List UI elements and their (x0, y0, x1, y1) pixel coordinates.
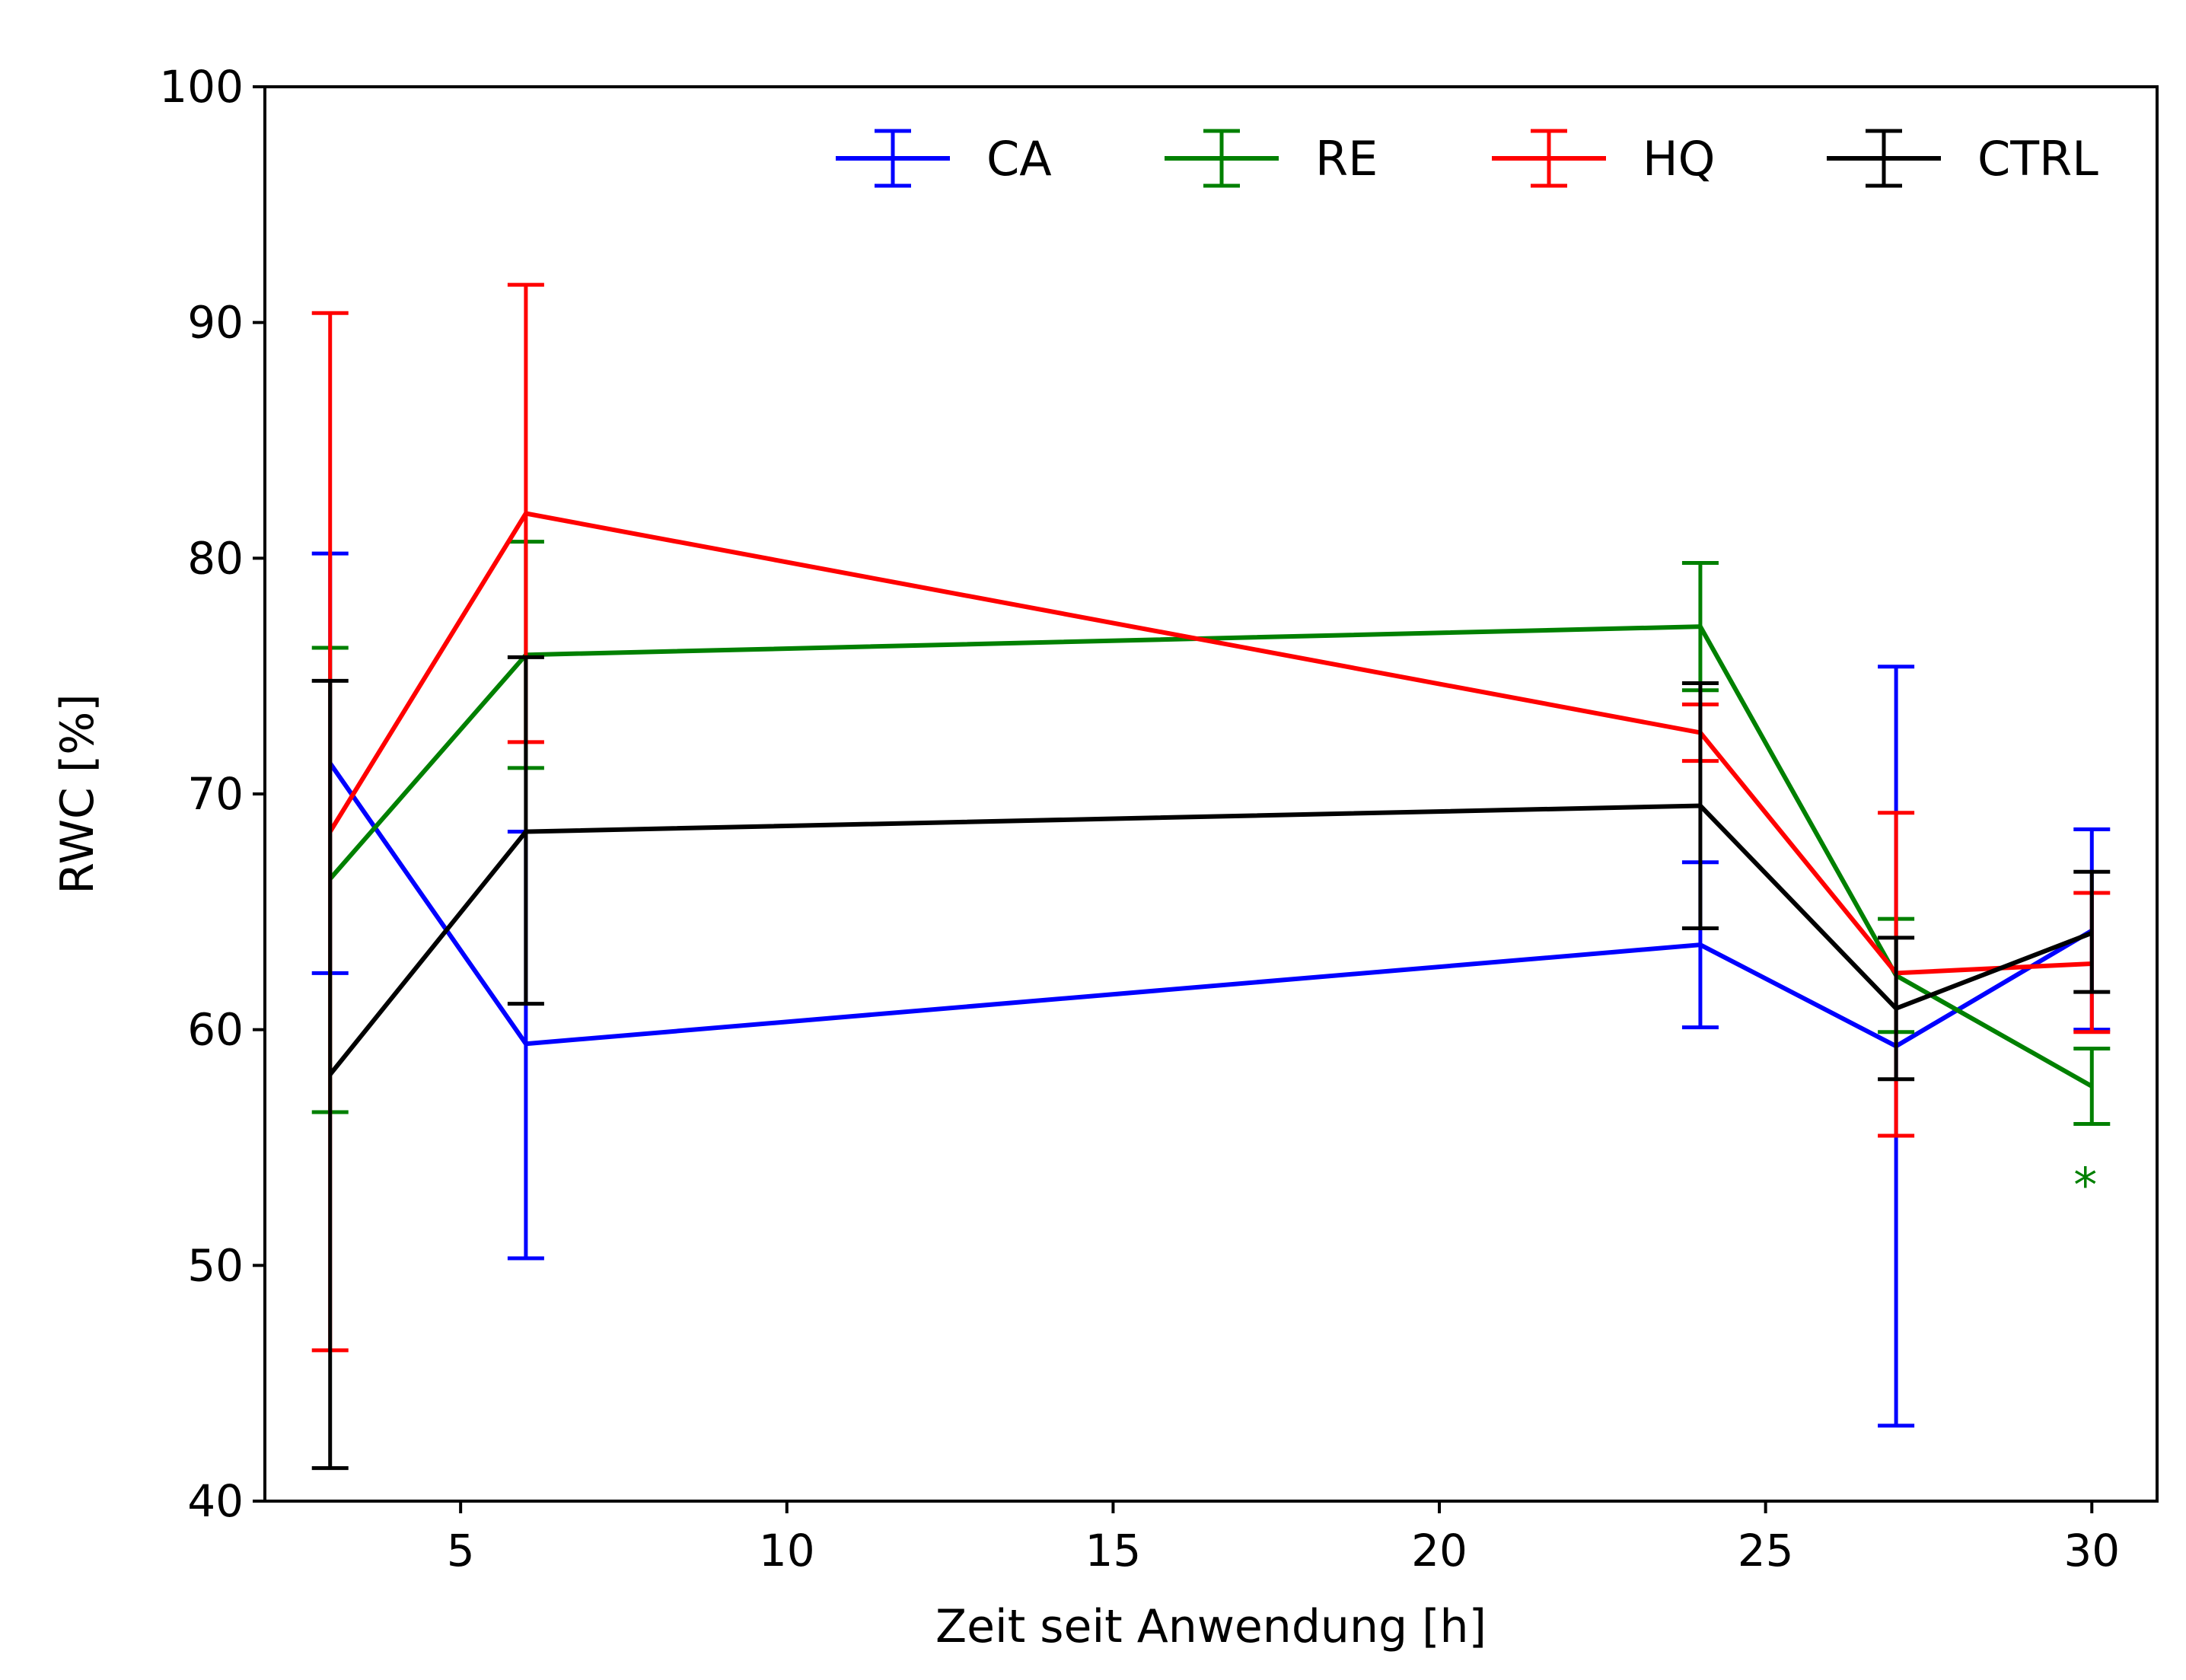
y-tick-label: 90 (187, 297, 244, 349)
y-axis-label: RWC [%] (51, 693, 104, 894)
y-tick-label: 70 (187, 768, 244, 820)
y-tick-label: 50 (187, 1239, 244, 1291)
series-re (311, 540, 2111, 1127)
x-tick-label: 15 (1085, 1525, 1142, 1576)
legend-label: CTRL (1977, 131, 2098, 186)
legend: CA RE HQ CTRL (836, 129, 2098, 188)
legend-item-ca: CA (836, 129, 1052, 188)
series-ctrl (311, 655, 2111, 1471)
x-axis-label: Zeit seit Anwendung [h] (935, 1600, 1487, 1653)
series-ca (311, 551, 2111, 1428)
x-tick-label: 30 (2063, 1525, 2120, 1576)
y-tick-label: 80 (187, 532, 244, 584)
series-line-hq (328, 511, 2092, 976)
series-line-ctrl (328, 803, 2093, 1076)
series-layer (311, 282, 2111, 1471)
legend-item-hq: HQ (1492, 129, 1715, 188)
x-tick-label: 5 (447, 1525, 475, 1576)
x-tick-label: 25 (1738, 1525, 1794, 1576)
legend-label: RE (1315, 131, 1378, 186)
ticks-layer: 5 10 15 20 25 30 40 50 60 70 80 90 100 (159, 61, 2120, 1576)
y-tick-label: 60 (187, 1004, 244, 1056)
series-line-ca (328, 762, 2093, 1049)
x-tick-label: 20 (1411, 1525, 1467, 1576)
x-tick-label: 10 (759, 1525, 815, 1576)
y-tick-label: 100 (159, 61, 244, 113)
legend-label: HQ (1643, 131, 1715, 186)
legend-item-re: RE (1165, 129, 1378, 188)
annotation-layer: * (2073, 1157, 2097, 1213)
y-tick-label: 40 (187, 1475, 244, 1527)
plot-frame (263, 85, 2159, 1503)
legend-item-ctrl: CTRL (1827, 129, 2098, 188)
series-line-re (328, 624, 2093, 1089)
legend-label: CA (986, 131, 1052, 186)
significance-marker: * (2073, 1157, 2097, 1213)
